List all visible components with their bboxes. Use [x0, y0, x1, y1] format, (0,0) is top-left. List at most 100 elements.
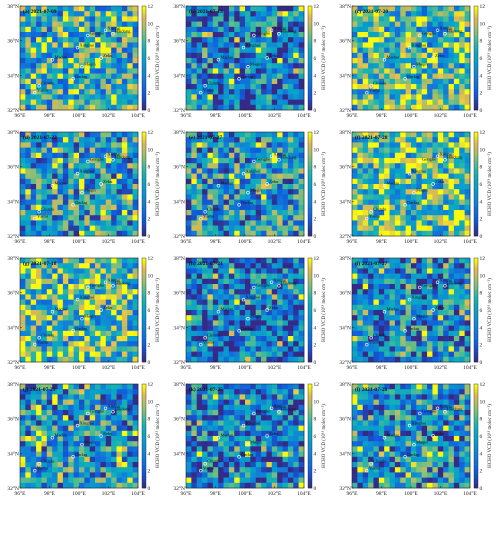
heatmap-cell — [389, 73, 396, 80]
heatmap-cell — [287, 132, 294, 138]
heatmap-cell — [362, 210, 369, 216]
heatmap-cell — [218, 310, 224, 316]
heatmap-cell — [459, 230, 465, 237]
heatmap-cell — [261, 310, 267, 316]
heatmap-cell — [362, 37, 369, 43]
heatmap-cell — [416, 78, 423, 85]
heatmap-cell — [448, 152, 455, 159]
heatmap-cell — [448, 325, 455, 332]
heatmap-cell — [84, 394, 91, 400]
heatmap-cell — [57, 356, 64, 363]
heatmap-cell — [52, 425, 58, 432]
heatmap-cell — [68, 199, 74, 206]
heatmap-cell — [79, 63, 85, 69]
heatmap-cell — [100, 289, 107, 295]
heatmap-cell — [111, 210, 117, 216]
heatmap-cell — [282, 58, 289, 64]
heatmap-cell — [250, 21, 257, 28]
heatmap-cell — [459, 78, 465, 85]
city-marker — [71, 203, 75, 207]
colorbar-step — [474, 24, 478, 28]
heatmap-cell — [95, 184, 101, 190]
heatmap-cell — [52, 89, 58, 95]
colorbar-step — [308, 50, 312, 54]
heatmap-cell — [293, 341, 299, 347]
heatmap-cell — [448, 73, 455, 80]
heatmap-cell — [30, 389, 37, 395]
heatmap-cell — [121, 84, 128, 90]
heatmap-cell — [400, 310, 406, 316]
heatmap-cell — [73, 137, 80, 143]
heatmap-cell — [84, 152, 91, 159]
heatmap-cell — [255, 168, 262, 174]
heatmap-cell — [41, 194, 48, 200]
heatmap-cell — [68, 425, 74, 432]
heatmap-cell — [20, 178, 26, 185]
heatmap-cell — [432, 310, 439, 316]
heatmap-cell — [368, 142, 374, 148]
city-label: Gonghe — [90, 156, 104, 161]
heatmap-cell — [427, 204, 433, 211]
heatmap-cell — [84, 263, 91, 269]
heatmap-cell — [207, 284, 214, 290]
heatmap-cell — [132, 230, 139, 237]
heatmap-cell — [212, 336, 219, 342]
heatmap-cell — [357, 58, 364, 64]
heatmap-cell — [250, 147, 257, 154]
heatmap-cell — [287, 158, 294, 164]
heatmap-cell — [73, 99, 80, 106]
heatmap-cell — [25, 258, 32, 264]
heatmap-cell — [443, 184, 449, 190]
heatmap-cell — [234, 142, 240, 148]
heatmap-cell — [25, 268, 32, 274]
heatmap-cell — [105, 356, 112, 363]
heatmap-cell — [239, 194, 246, 200]
heatmap-cell — [432, 152, 439, 159]
heatmap-cell — [271, 16, 278, 22]
heatmap-cell — [36, 63, 42, 69]
city-marker — [199, 342, 203, 347]
colorbar-step — [142, 76, 146, 80]
heatmap-cell — [223, 132, 230, 138]
heatmap-cell — [378, 304, 385, 311]
city-marker — [277, 284, 281, 288]
heatmap-cell — [357, 204, 364, 211]
heatmap-cell — [79, 99, 85, 106]
heatmap-cell — [277, 299, 283, 306]
colorbar-step — [308, 278, 312, 282]
heatmap-cell — [202, 42, 208, 48]
heatmap-cell — [62, 16, 69, 22]
heatmap-cell — [218, 58, 224, 64]
heatmap-cell — [95, 399, 101, 406]
heatmap-cell — [116, 99, 123, 106]
heatmap-cell — [287, 341, 294, 347]
heatmap-cell — [448, 194, 455, 200]
heatmap-cell — [20, 184, 26, 190]
heatmap-cell — [362, 258, 369, 264]
heatmap-cell — [373, 132, 380, 138]
heatmap-cell — [234, 99, 240, 106]
heatmap-cell — [105, 258, 112, 264]
heatmap-cell — [448, 42, 455, 48]
heatmap-cell — [223, 310, 230, 316]
heatmap-cell — [239, 137, 246, 143]
heatmap-cell — [228, 210, 235, 216]
heatmap-cell — [105, 199, 112, 206]
heatmap-cell — [373, 278, 380, 285]
heatmap-cell — [293, 16, 299, 22]
heatmap-cell — [79, 158, 85, 164]
heatmap-cell — [212, 315, 219, 321]
heatmap-cell — [239, 341, 246, 347]
heatmap-cell — [287, 68, 294, 74]
colorbar-step — [308, 230, 312, 234]
heatmap-cell — [266, 225, 273, 232]
heatmap-cell — [384, 215, 390, 221]
heatmap-cell — [89, 189, 96, 195]
heatmap-cell — [282, 47, 289, 54]
heatmap-cell — [84, 341, 91, 347]
heatmap-cell — [384, 137, 390, 143]
heatmap-cell — [127, 42, 133, 48]
heatmap-cell — [443, 94, 449, 100]
heatmap-cell — [266, 210, 273, 216]
heatmap-cell — [389, 6, 396, 12]
